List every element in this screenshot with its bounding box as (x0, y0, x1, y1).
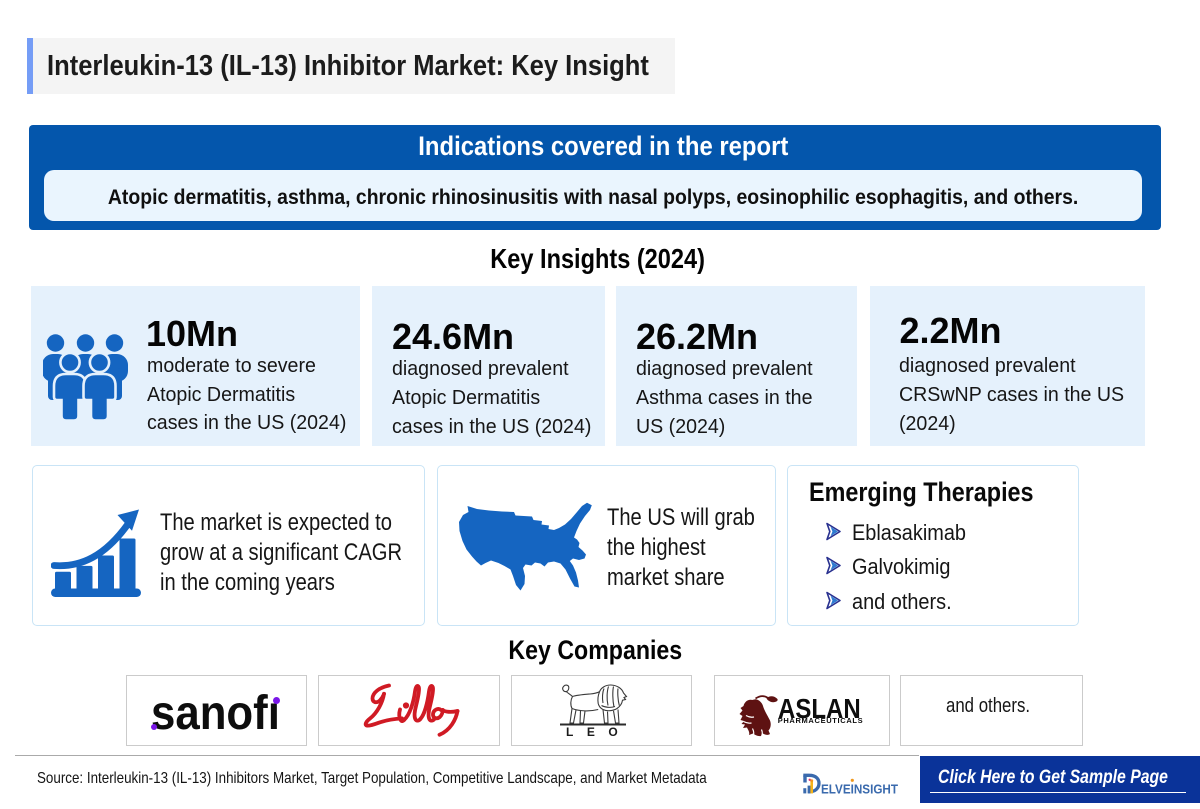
svg-text:ELVEINSIGHT: ELVEINSIGHT (821, 781, 898, 796)
svg-text:LEO: LEO (566, 725, 631, 739)
